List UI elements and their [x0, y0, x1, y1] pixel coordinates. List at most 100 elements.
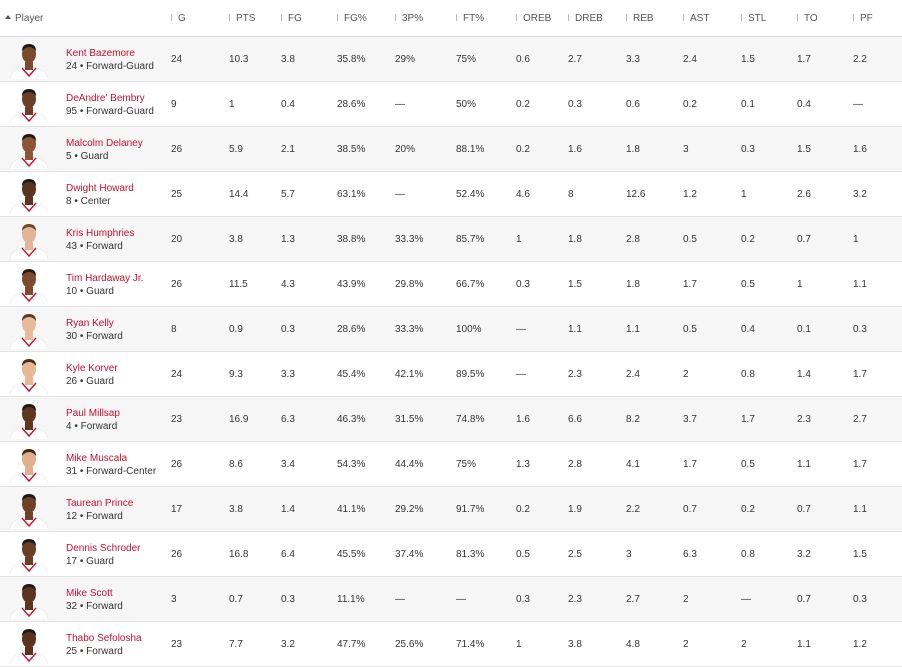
- stat-cell-oreb: 0.6: [516, 53, 530, 65]
- sort-indicator-icon: [171, 14, 172, 22]
- column-header-fg[interactable]: FG: [281, 0, 337, 37]
- stat-cell-stl: 2: [741, 638, 747, 650]
- stat-cell-pf: 3.2: [853, 188, 867, 200]
- stat-cell-ast: 0.2: [683, 98, 697, 110]
- player-name-link[interactable]: Dennis Schroder: [66, 543, 141, 554]
- stat-cell-stl: 0.3: [741, 143, 755, 155]
- stat-cell-to: 1.7: [797, 53, 811, 65]
- table-row: Taurean Prince 12 • Forward 17 3.8 1.4 41.1% 2…: [0, 486, 902, 532]
- table-row: Ryan Kelly 30 • Forward 8 0.9 0.3 28.6% 33.3% 1…: [0, 306, 902, 352]
- column-header-label: Player: [15, 12, 44, 24]
- player-name-link[interactable]: Kyle Korver: [66, 363, 118, 374]
- player-name-link[interactable]: Tim Hardaway Jr.: [66, 273, 144, 284]
- player-number-position: 25 • Forward: [66, 646, 123, 657]
- stat-cell-reb: 4.1: [626, 458, 640, 470]
- stat-cell-g: 24: [171, 53, 183, 65]
- stat-cell-ast: 1.7: [683, 458, 697, 470]
- stat-cell-ast: 2: [683, 593, 689, 605]
- column-header-label: FG%: [344, 12, 367, 24]
- column-header-g[interactable]: G: [171, 0, 229, 37]
- stat-cell-dreb: 1.6: [568, 143, 582, 155]
- column-header-3p-pct[interactable]: 3P%: [395, 0, 456, 37]
- stat-cell-3p-pct: 42.1%: [395, 368, 424, 380]
- stat-cell-pts: 11.5: [229, 278, 248, 290]
- column-header-player[interactable]: Player: [0, 0, 171, 37]
- stat-cell-oreb: 0.5: [516, 548, 530, 560]
- player-cell: Mike Scott 32 • Forward: [0, 577, 171, 622]
- column-header-pts[interactable]: PTS: [229, 0, 281, 37]
- column-header-reb[interactable]: REB: [626, 0, 683, 37]
- stat-cell-g: 23: [171, 413, 183, 425]
- stat-cell-ft-pct: 88.1%: [456, 143, 485, 155]
- column-header-to[interactable]: TO: [797, 0, 853, 37]
- stat-cell-ft-pct: 100%: [456, 323, 482, 335]
- stat-cell-3p-pct: 20%: [395, 143, 416, 155]
- table-row: Mike Muscala 31 • Forward-Center 26 8.6 3.4 5…: [0, 441, 902, 487]
- stat-cell-pf: 1.5: [853, 548, 867, 560]
- stat-cell-fg-pct: 28.6%: [337, 323, 366, 335]
- player-name-link[interactable]: Kent Bazemore: [66, 48, 135, 59]
- player-headshot-icon: [8, 579, 50, 619]
- player-headshot-icon: [8, 129, 50, 169]
- stat-cell-fg-pct: 43.9%: [337, 278, 366, 290]
- player-name-link[interactable]: Mike Scott: [66, 588, 113, 599]
- column-header-ft-pct[interactable]: FT%: [456, 0, 516, 37]
- player-number-position: 32 • Forward: [66, 601, 123, 612]
- player-name-link[interactable]: Ryan Kelly: [66, 318, 114, 329]
- stat-cell-ft-pct: 81.3%: [456, 548, 485, 560]
- stat-cell-stl: 0.8: [741, 368, 755, 380]
- player-name-link[interactable]: Kris Humphries: [66, 228, 135, 239]
- column-header-stl[interactable]: STL: [741, 0, 797, 37]
- player-name-link[interactable]: Malcolm Delaney: [66, 138, 143, 149]
- player-info: Malcolm Delaney 5 • Guard: [66, 137, 143, 163]
- player-number-position: 95 • Forward-Guard: [66, 106, 154, 117]
- player-info: Dennis Schroder 17 • Guard: [66, 542, 140, 568]
- stat-cell-fg: 6.3: [281, 413, 295, 425]
- player-name-link[interactable]: Thabo Sefolosha: [66, 633, 142, 644]
- player-info: Thabo Sefolosha 25 • Forward: [66, 632, 142, 658]
- player-name-link[interactable]: Dwight Howard: [66, 183, 134, 194]
- stat-cell-g: 8: [171, 323, 177, 335]
- stat-cell-pts: 14.4: [229, 188, 249, 200]
- column-header-label: FG: [288, 12, 302, 24]
- stat-cell-pf: 1.6: [853, 143, 867, 155]
- stat-cell-oreb: 1: [516, 638, 522, 650]
- stat-cell-to: 1.4: [797, 368, 811, 380]
- column-header-pf[interactable]: PF: [853, 0, 902, 37]
- stat-cell-pf: 2.2: [853, 53, 867, 65]
- stat-cell-pts: 5.9: [229, 143, 243, 155]
- player-name-link[interactable]: Mike Muscala: [66, 453, 128, 464]
- player-name-link[interactable]: Taurean Prince: [66, 498, 134, 509]
- stat-cell-3p-pct: 33.3%: [395, 323, 424, 335]
- stat-cell-pts: 0.7: [229, 593, 243, 605]
- player-info: Kent Bazemore 24 • Forward-Guard: [66, 47, 154, 73]
- column-header-oreb[interactable]: OREB: [516, 0, 568, 37]
- sort-indicator-icon: [456, 14, 457, 22]
- stat-cell-ft-pct: 89.5%: [456, 368, 485, 380]
- stat-cell-pts: 8.6: [229, 458, 243, 470]
- stat-cell-to: 0.7: [797, 233, 811, 245]
- stat-cell-dreb: 6.6: [568, 413, 582, 425]
- stat-cell-fg: 0.4: [281, 98, 295, 110]
- column-header-fg-pct[interactable]: FG%: [337, 0, 395, 37]
- stat-cell-ast: 3.7: [683, 413, 697, 425]
- player-info: Ryan Kelly 30 • Forward: [66, 317, 123, 343]
- stat-cell-dreb: 2.7: [568, 53, 582, 65]
- stat-cell-oreb: 0.2: [516, 98, 530, 110]
- stat-cell-ft-pct: —: [456, 593, 466, 605]
- column-header-dreb[interactable]: DREB: [568, 0, 626, 37]
- stat-cell-stl: 0.8: [741, 548, 755, 560]
- table-row: Kyle Korver 26 • Guard 24 9.3 3.3 45.4% 42.1% 8…: [0, 351, 902, 397]
- stat-cell-oreb: 1: [516, 233, 522, 245]
- sort-indicator-icon: [683, 14, 684, 22]
- stat-cell-g: 24: [171, 368, 183, 380]
- player-info: Paul Millsap 4 • Forward: [66, 407, 120, 433]
- stat-cell-fg-pct: 35.8%: [337, 53, 366, 65]
- column-header-ast[interactable]: AST: [683, 0, 741, 37]
- stat-cell-g: 20: [171, 233, 183, 245]
- stat-cell-fg-pct: 46.3%: [337, 413, 366, 425]
- stat-cell-pf: 1.1: [853, 503, 867, 515]
- player-name-link[interactable]: DeAndre' Bembry: [66, 93, 145, 104]
- player-name-link[interactable]: Paul Millsap: [66, 408, 120, 419]
- stat-cell-reb: 1.1: [626, 323, 640, 335]
